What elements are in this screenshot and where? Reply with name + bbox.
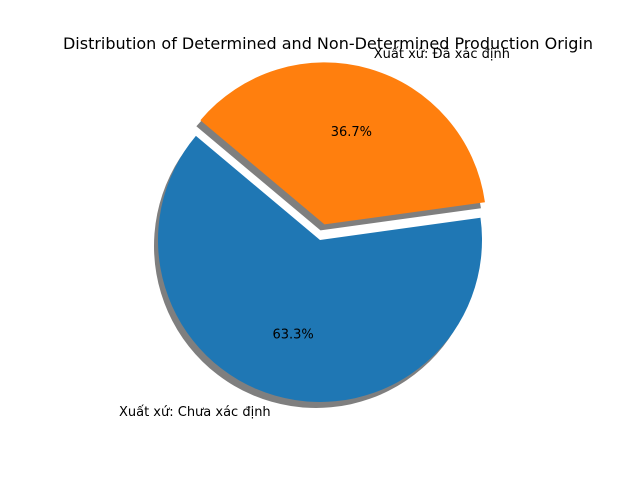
slice-label-xuat-xu-da-xac-dinh: Xuất xứ: Đã xác định [374,47,510,62]
pie-labels: Xuất xứ: Chưa xác định 63.3% Xuất xứ: Đã x… [119,47,510,420]
pie-slices [158,62,485,402]
pie-slice-xuat-xu-da-xac-dinh [200,62,485,225]
pie-slice-xuat-xu-chua-xac-dinh [158,135,483,402]
slice-percent-xuat-xu-chua-xac-dinh: 63.3% [272,327,313,342]
chart-title: Distribution of Determined and Non-Deter… [63,34,593,53]
slice-label-xuat-xu-chua-xac-dinh: Xuất xứ: Chưa xác định [119,405,271,420]
slice-percent-xuat-xu-da-xac-dinh: 36.7% [331,125,372,140]
